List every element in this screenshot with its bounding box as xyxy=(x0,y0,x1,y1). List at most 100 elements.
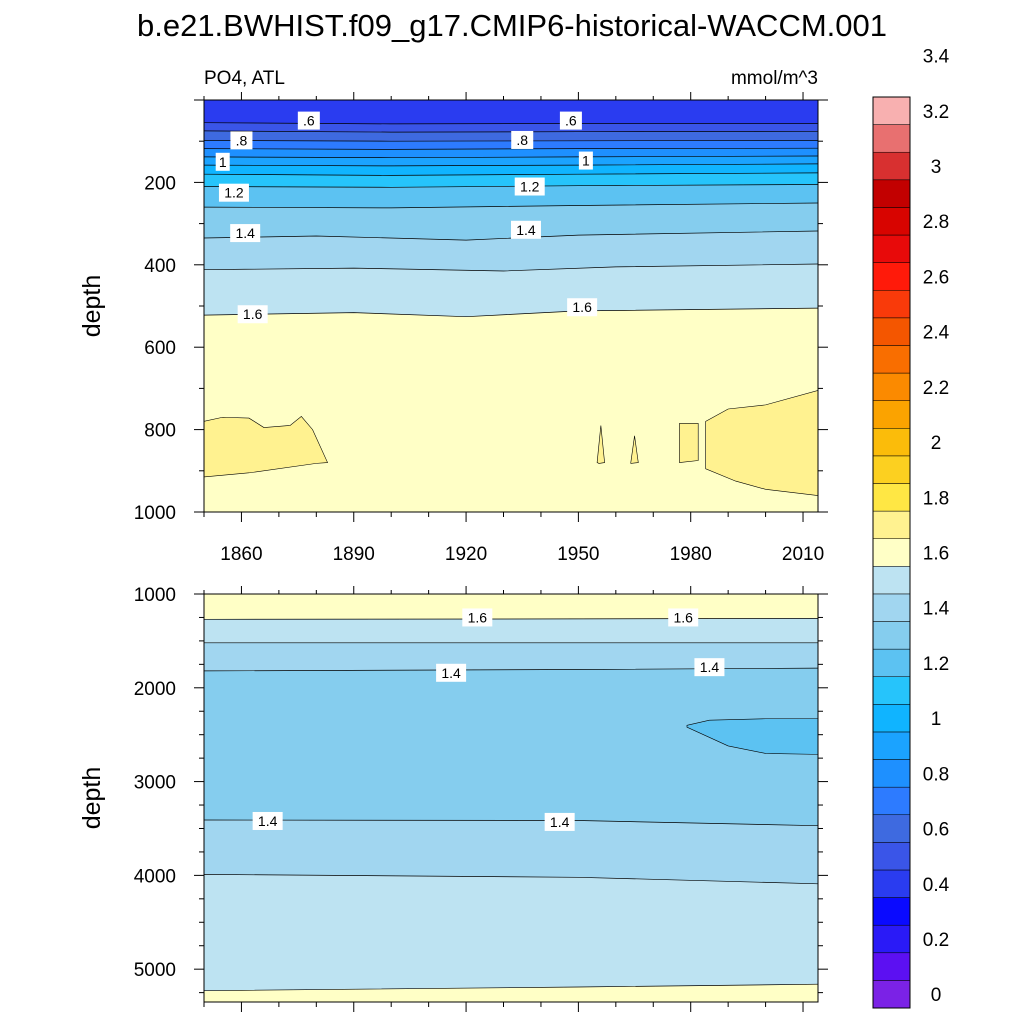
contour-label: 1.4 xyxy=(516,222,536,238)
contour-label-box xyxy=(230,224,261,243)
contour-line xyxy=(204,263,818,272)
contour-line xyxy=(204,184,818,188)
contour-region xyxy=(686,718,818,755)
colorbar-bin xyxy=(872,234,911,263)
colorbar-tick-label: 0 xyxy=(931,985,942,1006)
contour-label-box xyxy=(218,183,249,202)
contour-band xyxy=(204,668,818,826)
contour-band xyxy=(204,130,818,142)
colorbar-bin xyxy=(872,207,911,236)
contour-line xyxy=(204,230,818,241)
colorbar-tick-label: 2.8 xyxy=(923,212,949,233)
upper-right-label: mmol/m^3 xyxy=(731,68,818,89)
colorbar-tick-label: 1.8 xyxy=(923,488,949,509)
lower-x-axis xyxy=(203,586,804,1012)
colorbar-bin xyxy=(872,289,911,319)
contour-label: 1.6 xyxy=(243,306,263,322)
contour-line xyxy=(204,983,818,992)
contour-label-box xyxy=(578,151,593,170)
colorbar-bin xyxy=(872,897,911,926)
contour-band xyxy=(204,163,818,176)
colorbar-bin xyxy=(872,566,911,595)
contour-label-box xyxy=(215,152,230,171)
upper-panel: PO4, ATL mmol/m^3 depth .6 .6 .8 .8 1 1 1.2 1.2… xyxy=(78,68,828,565)
colorbar-bin xyxy=(872,179,911,208)
upper-ylabel: depth xyxy=(78,275,106,338)
contour-label: 1.2 xyxy=(224,185,244,201)
contour-label-box xyxy=(462,608,493,627)
contour-label-box xyxy=(297,111,320,130)
colorbar-bin xyxy=(872,621,911,650)
contour-label: 1.4 xyxy=(550,814,570,830)
colorbar-bin xyxy=(872,593,911,622)
contour-label: .8 xyxy=(236,132,248,148)
colorbar-bin xyxy=(872,759,911,788)
colorbar-bin xyxy=(872,124,911,153)
colorbar-tick-label: 3 xyxy=(931,157,942,178)
contour-band xyxy=(204,148,818,158)
colorbar-frame xyxy=(872,96,911,1009)
colorbar: 0 0.2 0.4 0.6 0.8 1 1.2 1.4 1.6 1.8 2 2.2 2.4 2.6 2.8 3… xyxy=(872,47,950,1009)
x-tick-label: 2010 xyxy=(782,544,824,565)
lower-contour-labels: 1.6 1.6 1.4 1.4 1.4 1.4 xyxy=(252,608,725,831)
contour-band xyxy=(204,820,818,884)
lower-panel: depth 1.6 1.6 1.4 1.4 1.4 1.4 1000 2000 3000 400… xyxy=(78,585,828,1012)
colorbar-tick-label: 3.4 xyxy=(923,47,950,68)
contour-label: 1.6 xyxy=(468,609,488,625)
colorbar-bin xyxy=(872,510,911,539)
contour-line xyxy=(204,163,818,167)
contour-line xyxy=(204,202,818,209)
x-tick-label: 1980 xyxy=(670,544,712,565)
y-tick-label: 200 xyxy=(144,173,176,194)
colorbar-bin xyxy=(872,924,911,954)
y-tick-label: 600 xyxy=(144,338,176,359)
contour-label-box xyxy=(544,812,575,831)
contour-label: .8 xyxy=(516,132,528,148)
colorbar-bin xyxy=(872,483,911,512)
contour-label: 1.2 xyxy=(520,179,540,195)
colorbar-tick-label: 2.6 xyxy=(923,267,949,288)
colorbar-tick-label: 1.2 xyxy=(923,654,949,675)
upper-contour-labels: .6 .6 .8 .8 1 1 1.2 1.2 1.4 1.4 1.6 1.6 xyxy=(215,111,598,324)
colorbar-bin xyxy=(872,151,911,181)
contour-band xyxy=(204,184,818,208)
lower-plot-frame xyxy=(203,593,819,1003)
x-tick-label: 1920 xyxy=(445,544,487,565)
contour-label-box xyxy=(668,608,699,627)
colorbar-bin xyxy=(872,400,911,429)
contour-line xyxy=(204,819,818,827)
y-tick-label: 3000 xyxy=(134,773,176,794)
contour-label-box xyxy=(230,131,253,150)
contour-region xyxy=(596,425,605,464)
lower-ylabel: depth xyxy=(78,767,106,830)
contour-line xyxy=(204,172,818,176)
contour-band xyxy=(204,122,818,133)
contour-line xyxy=(204,155,818,159)
colorbar-tick-label: 0.8 xyxy=(923,764,949,785)
lower-y-axis: 1000 2000 3000 4000 5000 xyxy=(134,585,828,994)
colorbar-bin xyxy=(872,731,911,760)
contour-band xyxy=(204,642,818,671)
colorbar-bin xyxy=(872,428,911,457)
upper-contour-lines xyxy=(204,122,818,318)
colorbar-bin xyxy=(872,262,911,291)
contour-label: .6 xyxy=(303,113,315,129)
y-tick-label: 5000 xyxy=(134,960,176,981)
colorbar-bin xyxy=(872,345,911,374)
colorbar-tick-label: 1.4 xyxy=(923,599,950,620)
contour-band xyxy=(204,172,818,188)
x-tick-label: 1860 xyxy=(220,544,262,565)
contour-band xyxy=(204,156,818,166)
contour-region xyxy=(630,435,639,464)
y-tick-label: 1000 xyxy=(134,503,176,524)
contour-label: 1.4 xyxy=(235,225,255,241)
y-tick-label: 2000 xyxy=(134,679,176,700)
colorbar-bin xyxy=(872,538,911,567)
contour-label: 1 xyxy=(582,153,590,169)
contour-label: .6 xyxy=(565,113,577,129)
contour-band xyxy=(204,594,818,620)
colorbar-tick-label: 2 xyxy=(931,433,942,454)
colorbar-bin xyxy=(872,814,911,843)
colorbar-bin xyxy=(872,317,911,346)
